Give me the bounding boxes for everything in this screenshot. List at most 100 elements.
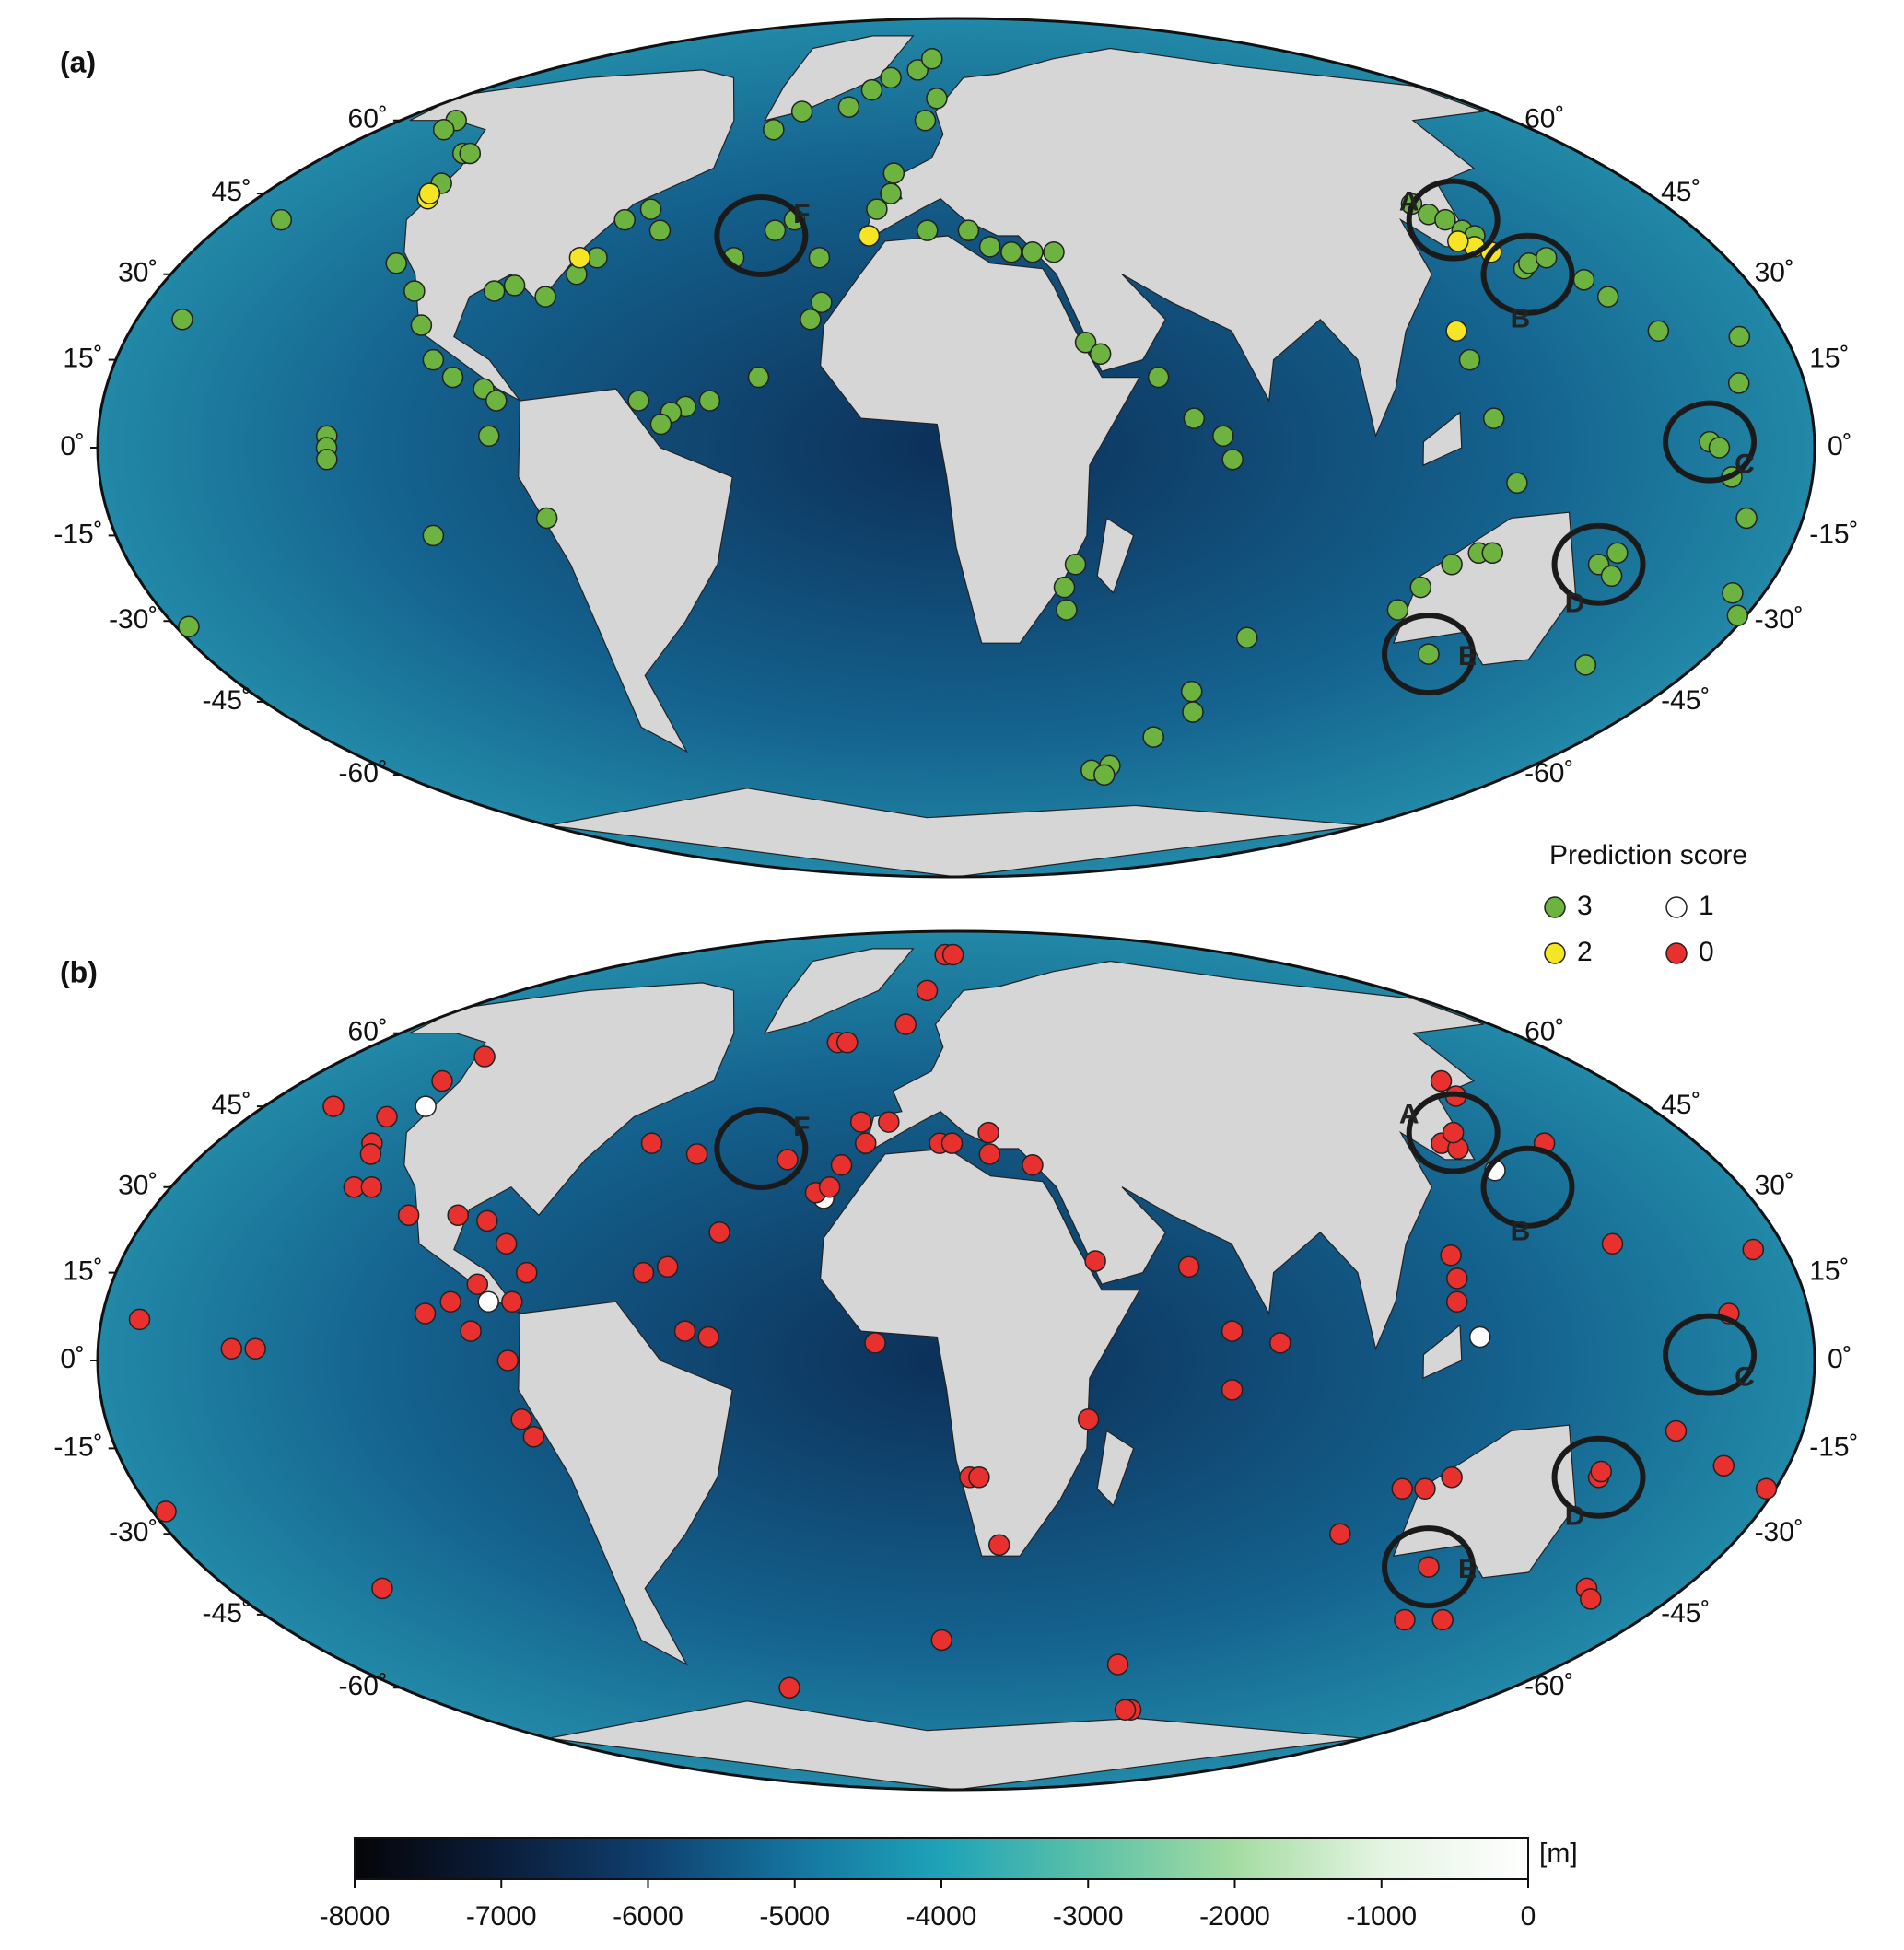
lat-label: 45˚ <box>212 1090 251 1120</box>
site <box>880 182 902 204</box>
site <box>1735 507 1758 530</box>
site <box>1441 554 1463 576</box>
legend-label: 3 <box>1577 891 1593 921</box>
site <box>1394 1608 1416 1631</box>
lat-label: 0˚ <box>60 1344 85 1374</box>
site <box>1458 348 1481 371</box>
annotation-circle <box>1663 400 1758 484</box>
land <box>518 388 733 753</box>
site <box>697 1325 719 1349</box>
site <box>627 390 649 412</box>
site <box>1712 1454 1735 1477</box>
annotation-circle <box>1551 522 1646 606</box>
site <box>836 1031 859 1054</box>
site <box>1440 1244 1462 1267</box>
land <box>819 1148 1141 1557</box>
colorbar-tick-label: -3000 <box>1053 1901 1124 1932</box>
lat-label: 0˚ <box>1828 431 1852 461</box>
site <box>1441 1466 1463 1489</box>
lat-label: -30˚ <box>1755 1517 1804 1547</box>
site <box>385 251 407 274</box>
land <box>403 69 735 402</box>
site <box>1022 1154 1044 1176</box>
lat-label: -15˚ <box>1809 519 1858 549</box>
site <box>830 1154 853 1176</box>
land <box>1392 1424 1577 1579</box>
legend-swatch <box>1665 942 1688 964</box>
site <box>800 309 822 331</box>
site <box>1084 1250 1106 1272</box>
site <box>1221 1379 1244 1401</box>
site <box>747 366 770 389</box>
site <box>534 286 556 308</box>
site <box>1114 1699 1137 1721</box>
site <box>1093 764 1116 787</box>
site <box>1431 1608 1454 1631</box>
lat-label: 0˚ <box>1828 1344 1852 1374</box>
site <box>422 524 445 547</box>
site <box>415 1095 437 1117</box>
site <box>1606 542 1629 565</box>
site <box>656 1255 679 1279</box>
site <box>940 1132 964 1154</box>
lat-label: -30˚ <box>109 604 158 635</box>
land <box>1422 411 1463 467</box>
site <box>1601 1232 1624 1255</box>
land <box>819 235 1141 644</box>
site <box>1590 1460 1612 1483</box>
annotation-label: E <box>1458 1554 1477 1584</box>
site <box>1212 425 1234 447</box>
land <box>764 948 915 1034</box>
annotation-circle <box>1381 613 1476 696</box>
colorbar-tick-label: -7000 <box>466 1901 537 1932</box>
site <box>483 280 506 302</box>
site <box>1180 680 1203 703</box>
site <box>808 246 831 269</box>
land <box>1096 1430 1135 1507</box>
site <box>1147 366 1170 389</box>
site <box>708 1221 730 1244</box>
site <box>360 1175 383 1198</box>
site <box>376 1105 398 1128</box>
site <box>790 100 813 123</box>
legend-label: 2 <box>1577 937 1593 967</box>
site <box>410 314 433 336</box>
site <box>371 1577 393 1600</box>
site <box>1053 576 1076 599</box>
site <box>422 348 445 371</box>
site <box>1430 1069 1453 1092</box>
site <box>316 449 338 471</box>
site <box>485 390 508 412</box>
site <box>1183 407 1206 429</box>
site <box>1418 643 1440 665</box>
site <box>1482 407 1505 429</box>
site <box>322 1095 345 1117</box>
site <box>414 1302 437 1325</box>
colorbar-bar <box>354 1837 1529 1880</box>
site <box>503 274 526 297</box>
site <box>1647 320 1670 342</box>
site <box>1000 241 1022 263</box>
land <box>518 1301 733 1666</box>
site <box>1535 246 1558 269</box>
site <box>1728 325 1751 348</box>
site <box>1600 565 1623 587</box>
lat-label: -15˚ <box>53 1431 102 1462</box>
lat-label: 60˚ <box>1524 104 1564 134</box>
site <box>849 1111 872 1133</box>
site <box>441 366 464 389</box>
legend-title: Prediction score <box>1549 840 1747 870</box>
lat-label: -15˚ <box>1809 1431 1858 1462</box>
site <box>220 1337 243 1360</box>
site <box>466 1273 489 1295</box>
lat-label: 45˚ <box>1661 177 1700 207</box>
lat-label: -45˚ <box>1661 685 1710 716</box>
site <box>397 1204 420 1227</box>
lat-label: 30˚ <box>118 1171 158 1201</box>
colorbar-tick-label: -5000 <box>759 1901 830 1932</box>
lat-label: -30˚ <box>109 1517 158 1547</box>
site <box>476 1209 498 1232</box>
site <box>818 1175 841 1198</box>
site <box>1447 230 1469 252</box>
site <box>1596 286 1619 308</box>
